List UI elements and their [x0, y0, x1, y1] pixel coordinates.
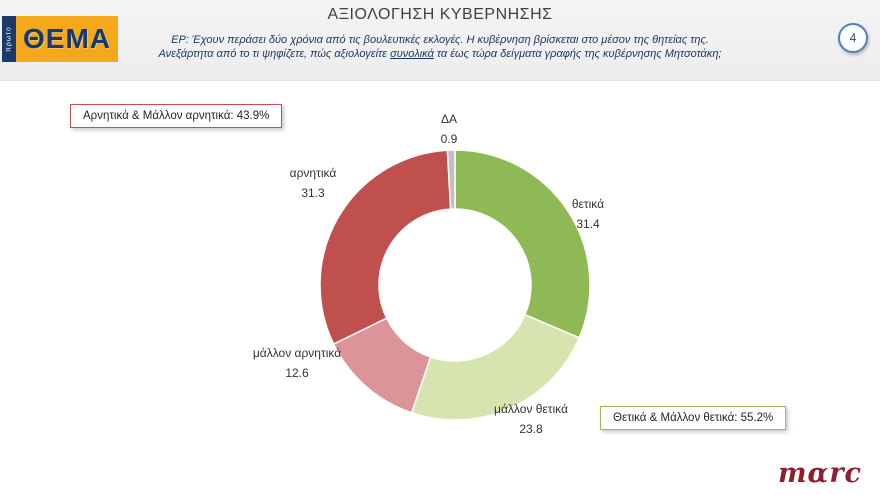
question-underlined-word: συνολικά — [390, 48, 434, 60]
donut-segment-0 — [454, 149, 591, 339]
page-title: ΑΞΙΟΛΟΓΗΣΗ ΚΥΒΕΡΝΗΣΗΣ — [327, 6, 553, 23]
positive-summary-box: Θετικά & Μάλλον θετικά: 55.2% — [600, 406, 787, 430]
question-line2-pre: Ανεξάρτητα από το τι ψηφίζετε, πώς αξιολ… — [158, 48, 391, 60]
logo-text: ΘΕΜΑ — [16, 16, 118, 62]
segment-name: μάλλον αρνητικά — [252, 346, 342, 360]
page-number-badge: 4 — [838, 23, 868, 53]
segment-name: αρνητικά — [289, 166, 337, 180]
donut-svg — [319, 149, 591, 421]
segment-name: ΔΑ — [440, 112, 458, 126]
segment-label-thetika: θετικά 31.4 — [518, 194, 658, 234]
segment-name: μάλλον θετικά — [494, 402, 568, 416]
donut-chart — [305, 135, 605, 435]
question-line2-post: τα έως τώρα δείγματα γραφής της κυβέρνησ… — [433, 48, 722, 60]
segment-value: 12.6 — [285, 366, 309, 380]
segment-value: 23.8 — [519, 422, 543, 436]
donut-segment-4 — [446, 149, 456, 210]
segment-value: 0.9 — [440, 132, 458, 146]
negative-summary-box: Αρνητικά & Μάλλον αρνητικά: 43.9% — [70, 104, 283, 128]
segment-value: 31.3 — [301, 186, 325, 200]
question-line1: ΕΡ: Έχουν περάσει δύο χρόνια από τις βου… — [171, 34, 709, 46]
logo-strip-text: πρωτο — [2, 16, 16, 62]
segment-label-mallon-thetika: μάλλον θετικά 23.8 — [451, 399, 611, 439]
segment-label-da: ΔΑ 0.9 — [389, 109, 509, 149]
segment-value: 31.4 — [576, 217, 600, 231]
survey-question: ΕΡ: Έχουν περάσει δύο χρόνια από τις βου… — [110, 33, 770, 61]
segment-label-arnitika: αρνητικά 31.3 — [243, 163, 383, 203]
donut-segment-3 — [319, 149, 452, 346]
segment-label-mallon-arnitika: μάλλον αρνητικά 12.6 — [212, 343, 382, 383]
proto-thema-logo: πρωτο ΘΕΜΑ — [2, 16, 118, 62]
donut-segment-1 — [410, 313, 581, 421]
segment-name: θετικά — [571, 197, 605, 211]
header: ΑΞΙΟΛΟΓΗΣΗ ΚΥΒΕΡΝΗΣΗΣ ΕΡ: Έχουν περάσει … — [0, 0, 880, 81]
marc-logo: mαrc — [777, 458, 862, 489]
